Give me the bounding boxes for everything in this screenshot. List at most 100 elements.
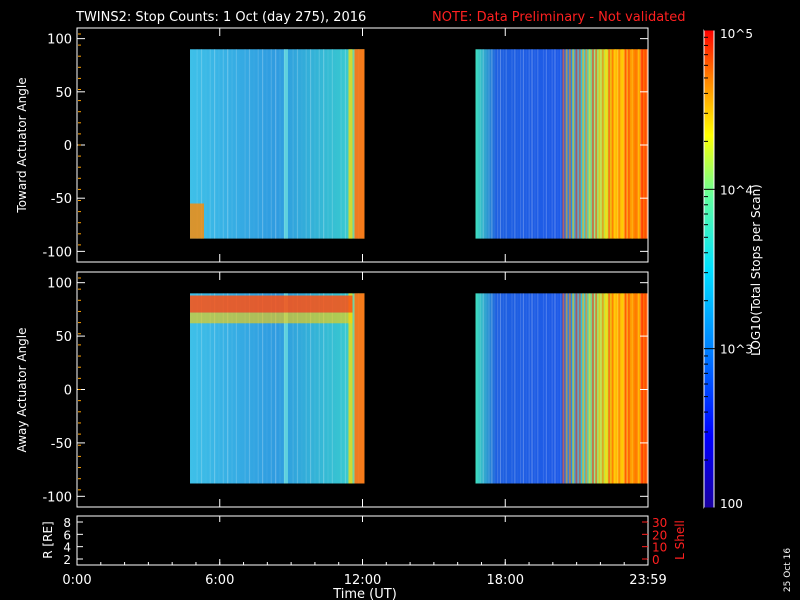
- heatmap-stripe: [482, 49, 484, 239]
- heatmap-hot-band: [190, 312, 353, 324]
- heatmap-stripe: [344, 293, 347, 484]
- heatmap-stripe: [479, 293, 482, 484]
- heatmap-block: [475, 293, 648, 484]
- heatmap-stripe: [499, 293, 502, 484]
- y-tick-label: -50: [51, 437, 72, 452]
- colorbar: [704, 30, 714, 508]
- heatmap-block: [475, 49, 648, 239]
- heatmap-stripe: [600, 49, 602, 239]
- heatmap-stripe: [542, 293, 545, 484]
- heatmap-stripe: [214, 49, 216, 239]
- heatmap-stripe: [537, 293, 539, 484]
- heatmap-stripe: [577, 293, 579, 484]
- heatmap-stripe: [623, 293, 625, 484]
- heatmap-stripe: [560, 293, 562, 484]
- colorbar-label: LOG10(Total Stops per Scan): [749, 184, 763, 356]
- heatmap-stripe: [600, 293, 602, 484]
- heatmap-stripe: [235, 293, 238, 484]
- y-tick-label: 8: [63, 516, 71, 530]
- heatmap-stripe: [270, 293, 272, 484]
- heatmap-stripe: [486, 49, 487, 238]
- heatmap-stripe: [617, 49, 619, 239]
- heatmap-stripe: [601, 49, 604, 239]
- heatmap-stripe: [292, 293, 294, 484]
- heatmap-stripe: [266, 293, 268, 484]
- heatmap-stripe: [257, 293, 259, 484]
- heatmap-stripe: [257, 49, 259, 239]
- heatmap-stripe: [621, 293, 624, 484]
- heatmap-stripe: [301, 49, 302, 238]
- heatmap-stripe: [499, 49, 502, 239]
- heatmap-stripe: [331, 49, 333, 239]
- heatmap-stripe: [557, 49, 559, 239]
- heatmap-stripe: [517, 293, 518, 483]
- heatmap-cells: [190, 49, 365, 239]
- colorbar-tick-label: 10^4: [720, 183, 753, 197]
- heatmap-stripe: [314, 293, 316, 484]
- heatmap-stripe: [545, 49, 547, 239]
- heatmap-stripe: [323, 293, 325, 484]
- heatmap-hot-corner: [190, 203, 205, 239]
- heatmap-stripe: [562, 293, 565, 484]
- heatmap-stripe: [621, 49, 624, 239]
- heatmap-stripe: [534, 49, 536, 239]
- heatmap-stripe: [327, 293, 329, 484]
- heatmap-stripe: [618, 49, 621, 239]
- heatmap-stripe: [314, 49, 316, 239]
- heatmap-stripe: [514, 293, 516, 484]
- heatmap-stripe: [318, 293, 320, 484]
- heatmap-stripe: [491, 293, 493, 484]
- heatmap-stripe: [511, 49, 513, 239]
- y-tick-label: 50: [55, 330, 72, 345]
- heatmap-block: [190, 49, 365, 239]
- heatmap-stripe: [545, 293, 547, 484]
- heatmap-stripe: [305, 293, 307, 484]
- heatmap-stripe: [279, 293, 281, 484]
- heatmap-stripe: [344, 49, 347, 239]
- heatmap-stripe: [604, 49, 607, 239]
- heatmap-stripe: [231, 49, 233, 239]
- heatmap-stripe: [309, 49, 312, 239]
- heatmap-stripe: [531, 49, 533, 239]
- heatmap-stripe: [296, 293, 299, 484]
- heatmap-stripe: [624, 293, 627, 484]
- x-tick-label: 0:00: [62, 573, 91, 588]
- heatmap-stripe: [353, 293, 355, 484]
- colorbar-tick-label: 10^5: [720, 27, 753, 41]
- heatmap-stripe: [568, 49, 571, 239]
- heatmap-stripe: [634, 293, 637, 484]
- heatmap-band: [283, 49, 288, 239]
- colorbar-tick-label: 100: [720, 497, 743, 511]
- heatmap-stripe: [644, 293, 647, 484]
- heatmap-stripe: [488, 293, 490, 484]
- heatmap-stripe: [549, 49, 550, 238]
- heatmap-stripe: [205, 49, 206, 238]
- heatmap-stripe: [488, 49, 490, 239]
- heatmap-stripe: [275, 49, 277, 239]
- heatmap-stripe: [522, 293, 525, 484]
- y-tick-label: 50: [55, 86, 72, 101]
- heatmap-stripe: [572, 293, 575, 484]
- heatmap-edge: [348, 49, 353, 239]
- heatmap-stripe: [568, 293, 571, 484]
- heatmap-stripe: [248, 49, 251, 239]
- heatmap-stripe: [353, 49, 355, 239]
- heatmap-stripe: [626, 49, 628, 239]
- heatmap-stripe: [637, 49, 640, 239]
- heatmap-stripe: [522, 49, 525, 239]
- heatmap-stripe: [591, 49, 594, 239]
- y-tick-label: 2: [63, 553, 71, 567]
- heatmap-stripe: [588, 49, 591, 239]
- heatmap-stripe: [270, 49, 272, 239]
- heatmap-hot-band: [190, 295, 353, 313]
- heatmap-stripe: [525, 49, 527, 239]
- heatmap-stripe: [502, 293, 504, 484]
- heatmap-stripe: [637, 293, 640, 484]
- heatmap-stripe: [537, 49, 539, 239]
- heatmap-stripe: [575, 49, 578, 239]
- heatmap-stripe: [261, 49, 264, 239]
- preliminary-note: NOTE: Data Preliminary - Not validated: [432, 10, 686, 25]
- heatmap-stripe: [261, 293, 264, 484]
- heatmap-stripe: [626, 293, 628, 484]
